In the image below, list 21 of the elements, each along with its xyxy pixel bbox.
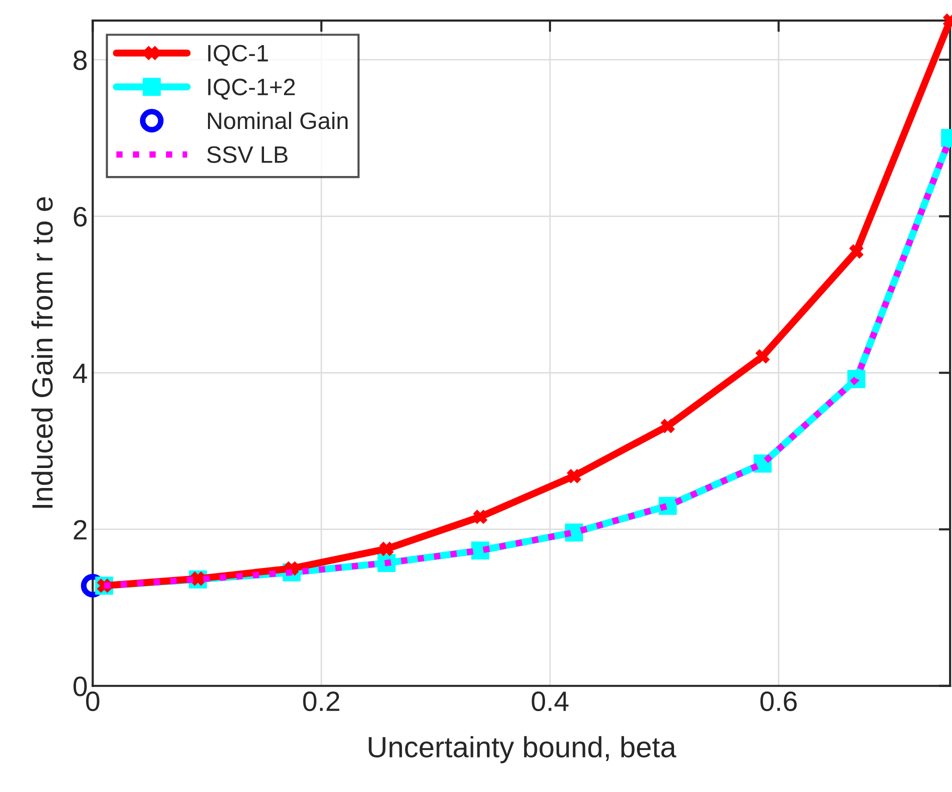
y-axis-title: Induced Gain from r to e (31, 197, 53, 508)
x-tick-label: 0 (86, 691, 100, 712)
x-tick-label: 0.6 (760, 691, 797, 712)
x-tick-label: 0.4 (532, 691, 568, 712)
point (567, 469, 581, 484)
point (380, 542, 394, 556)
y-tick-label: 8 (74, 50, 87, 70)
y-tick-label: 2 (74, 520, 86, 540)
y-tick-label: 4 (73, 364, 88, 383)
y-tick-label: 6 (74, 206, 87, 227)
legend-label: IQC-1 (208, 44, 268, 66)
legend-label: SSV LB (207, 146, 288, 163)
x-axis-title: Uncertainty bound, beta (368, 736, 676, 764)
point (756, 349, 770, 364)
y-tick-label: 0 (74, 676, 87, 696)
legend-label: Nominal Gain (208, 112, 348, 130)
point (849, 244, 864, 258)
point (660, 419, 675, 433)
point (473, 510, 488, 524)
x-tick-label: 0.2 (303, 691, 340, 712)
legend-label: IQC-1+2 (208, 78, 295, 100)
